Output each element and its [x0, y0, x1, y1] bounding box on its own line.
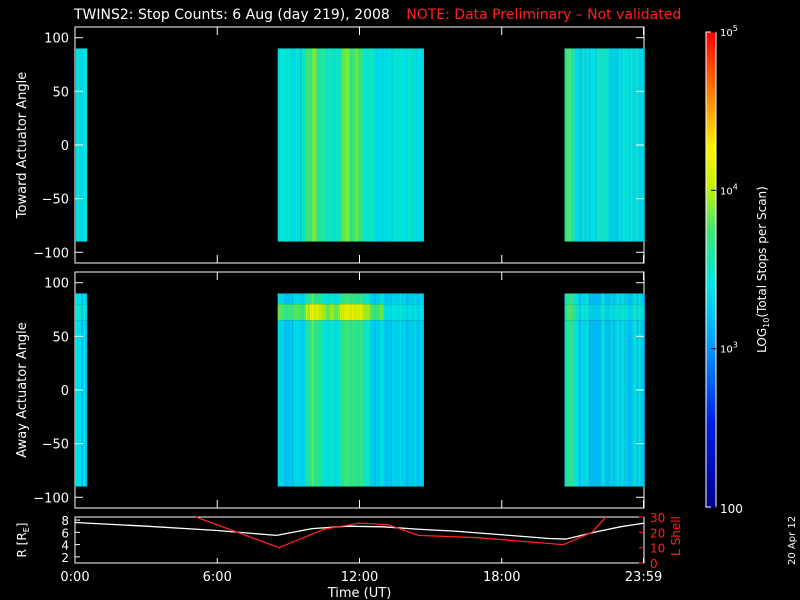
ytick-label: −50 [42, 438, 69, 453]
y-axis-label: Away Actuator Angle [15, 322, 30, 457]
heatmap-cells-2 [75, 293, 645, 487]
colorbar-tick-label: 103 [720, 341, 738, 356]
colorbar-tick-label: 100 [720, 502, 743, 516]
x-tick-label: 12:00 [341, 570, 378, 585]
lshell-axis-label: L Shell [669, 516, 683, 556]
heatmap-panel-1: 100 50 0 −50 −100 Toward Actuator Angle [15, 26, 645, 264]
ytick-label: 100 [44, 277, 69, 292]
lshell-tick-label: 20 [650, 526, 665, 540]
x-axis-label: Time (UT) [327, 586, 392, 600]
ytick-label: 0 [61, 384, 69, 399]
r-tick-label: 4 [61, 539, 69, 553]
preliminary-note: NOTE: Data Preliminary – Not validated [406, 7, 682, 23]
colorbar-tick-label: 104 [720, 182, 738, 197]
ytick-label: 50 [52, 330, 69, 345]
chart-title: TWINS2: Stop Counts: 6 Aug (day 219), 20… [74, 7, 390, 23]
colorbar-label: LOG10(Total Stops per Scan) [755, 186, 771, 353]
ytick-label: 0 [61, 139, 69, 154]
ytick-label: 50 [52, 85, 69, 100]
r-tick-label: 6 [61, 526, 69, 540]
y-axis-label: Toward Actuator Angle [15, 72, 30, 219]
lshell-tick-label: 0 [650, 557, 658, 571]
colorbar: 105 104 103 100 LOG10(Total Stops per Scan) [705, 24, 771, 516]
lshell-tick-label: 10 [650, 542, 665, 556]
chart-title-bar: TWINS2: Stop Counts: 6 Aug (day 219), 20… [74, 7, 681, 23]
r-tick-label: 2 [61, 551, 69, 565]
colorbar-tick-label: 105 [720, 24, 738, 39]
lshell-line [195, 516, 607, 549]
lshell-tick-label: 30 [650, 511, 665, 525]
heatmap-panel-2: 100 50 0 −50 −100 Away Actuator Angle [15, 271, 645, 509]
ytick-label: −50 [42, 193, 69, 208]
ytick-label: 100 [44, 32, 69, 47]
ytick-label: −100 [33, 491, 69, 506]
ephemeris-frame [74, 516, 645, 564]
x-tick-label: 6:00 [203, 570, 232, 585]
x-tick-label: 18:00 [483, 570, 520, 585]
r-tick-label: 8 [61, 514, 69, 528]
x-tick-label: 0:00 [60, 570, 89, 585]
r-axis-label: R [RE] [15, 523, 31, 558]
date-stamp: 20 Apr 12 [787, 515, 798, 565]
ytick-label: −100 [33, 246, 69, 261]
x-tick-label: 23:59 [625, 570, 662, 585]
